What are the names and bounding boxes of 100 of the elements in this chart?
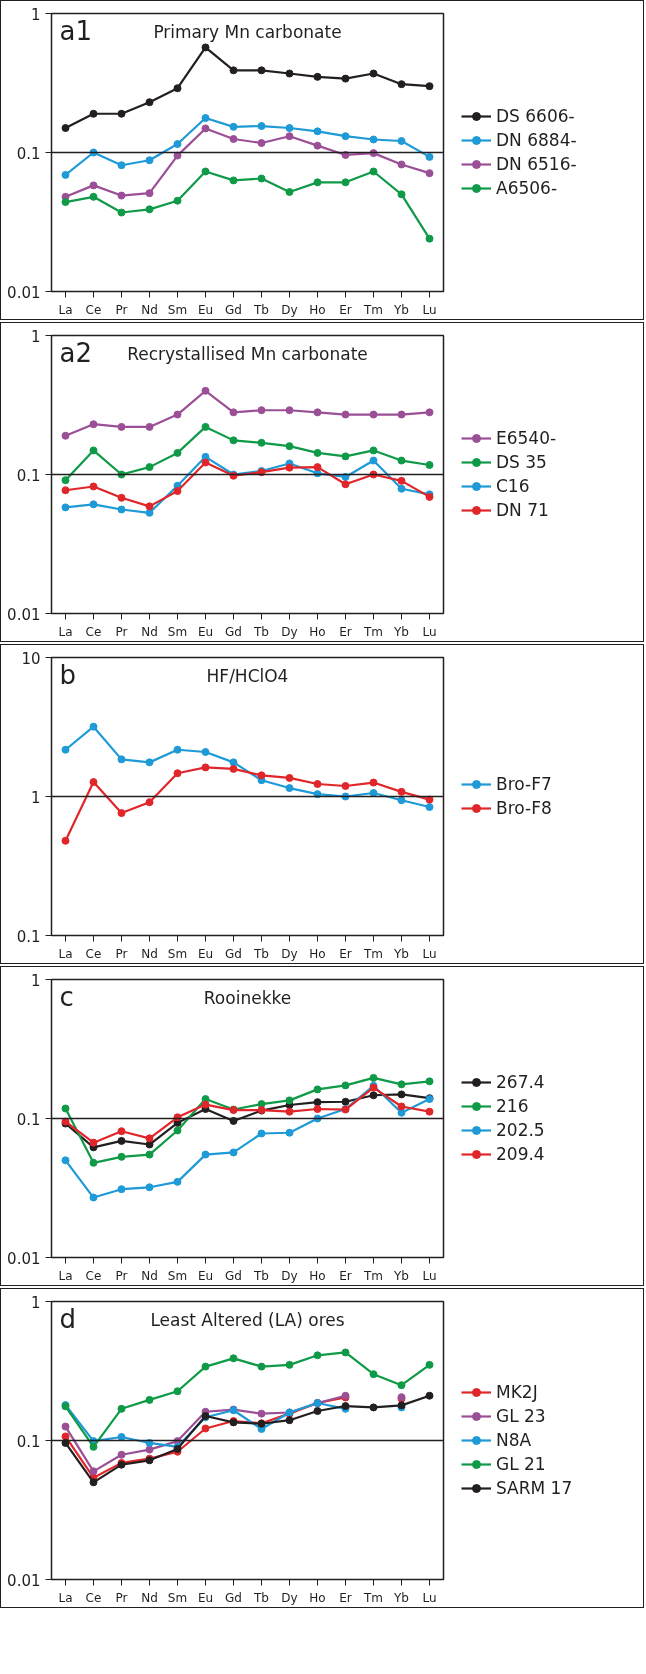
legend-label: DN 6516-: [496, 154, 577, 174]
x-tick-label: Sm: [167, 1590, 188, 1605]
x-tick-label: Gd: [225, 1268, 242, 1283]
x-tick-label: Nd: [141, 624, 158, 639]
y-tick-label: 0.1: [16, 927, 41, 946]
x-tick-label: Tb: [253, 1590, 269, 1605]
x-tick-label: Sm: [167, 624, 188, 639]
x-tick-label: Sm: [167, 946, 188, 961]
legend-label: GL 23: [496, 1406, 546, 1426]
x-tick-label: Lu: [422, 1590, 437, 1605]
legend-label: Bro-F7: [496, 774, 552, 794]
y-tick-label: 0.1: [16, 1110, 41, 1129]
x-tick-label: Ce: [85, 302, 102, 317]
y-tick-label: 1: [30, 5, 41, 24]
x-tick-label: Eu: [197, 1590, 214, 1605]
annotation: a1: [59, 15, 92, 46]
legend-label: 216: [496, 1096, 529, 1116]
annotation: d: [59, 1303, 77, 1334]
legend-label: A6506-: [496, 178, 558, 198]
y-tick-label: 0.01: [7, 283, 41, 302]
x-tick-label: Ce: [85, 1268, 102, 1283]
legend-label: C16: [496, 476, 530, 496]
legend-label: N8A: [496, 1430, 532, 1450]
x-tick-label: Tm: [362, 1590, 384, 1605]
x-tick-label: Lu: [422, 624, 437, 639]
x-tick-label: Eu: [197, 946, 214, 961]
annotation: c: [59, 981, 74, 1012]
x-tick-label: Yb: [393, 624, 409, 639]
text: HF/HClO4: [206, 665, 289, 686]
legend-label: SARM 17: [496, 1478, 573, 1498]
y-tick-label: 0.1: [16, 466, 41, 485]
x-tick-label: Ho: [309, 1590, 326, 1605]
x-tick-label: Yb: [393, 302, 409, 317]
x-tick-label: Ce: [85, 624, 102, 639]
x-tick-label: La: [58, 946, 73, 961]
x-tick-label: Er: [339, 1268, 352, 1283]
x-tick-label: Sm: [167, 1268, 188, 1283]
x-tick-label: Nd: [141, 1268, 158, 1283]
x-tick-label: Pr: [115, 302, 128, 317]
legend-label: 202.5: [496, 1120, 545, 1140]
x-tick-label: La: [58, 624, 73, 639]
y-tick-label: 10: [21, 649, 41, 668]
x-tick-label: Er: [339, 1590, 352, 1605]
x-tick-label: Tm: [362, 946, 384, 961]
x-tick-label: Tm: [362, 624, 384, 639]
x-tick-label: Ho: [309, 1268, 326, 1283]
y-tick-label: 0.01: [7, 605, 41, 624]
legend-label: DN 71: [496, 500, 549, 520]
x-tick-label: Dy: [281, 946, 298, 961]
x-tick-label: Ce: [85, 1590, 102, 1605]
x-tick-label: Tb: [253, 624, 269, 639]
legend-label: Bro-F8: [496, 798, 552, 818]
y-tick-label: 0.01: [7, 1249, 41, 1268]
text: Rooinekke: [203, 987, 292, 1008]
legend-label: DS 6606-: [496, 106, 575, 126]
text: Least Altered (LA) ores: [150, 1309, 345, 1330]
legend-label: 209.4: [496, 1144, 545, 1164]
x-tick-label: Nd: [141, 946, 158, 961]
x-tick-label: Er: [339, 624, 352, 639]
x-tick-label: Gd: [225, 946, 242, 961]
legend-label: E6540-: [496, 428, 557, 448]
annotation: b: [59, 659, 77, 690]
x-tick-label: Eu: [197, 624, 214, 639]
x-tick-label: Dy: [281, 1590, 298, 1605]
x-tick-label: Ho: [309, 302, 326, 317]
x-tick-label: Pr: [115, 946, 128, 961]
x-tick-label: Nd: [141, 302, 158, 317]
x-tick-label: Ho: [309, 624, 326, 639]
y-tick-label: 1: [30, 788, 41, 807]
x-tick-label: Tb: [253, 946, 269, 961]
x-tick-label: Eu: [197, 302, 214, 317]
legend-label: GL 21: [496, 1454, 546, 1474]
x-tick-label: Yb: [393, 1268, 409, 1283]
x-tick-label: Ce: [85, 946, 102, 961]
x-tick-label: La: [58, 1590, 73, 1605]
x-tick-label: Nd: [141, 1590, 158, 1605]
x-tick-label: Tb: [253, 1268, 269, 1283]
x-tick-label: Lu: [422, 946, 437, 961]
text: Recrystallised Mn carbonate: [127, 343, 368, 364]
text: Primary Mn carbonate: [153, 21, 342, 42]
legend-label: MK2J: [496, 1382, 538, 1402]
y-tick-label: 1: [30, 327, 41, 346]
x-tick-label: Tm: [362, 1268, 384, 1283]
x-tick-label: Gd: [225, 624, 242, 639]
x-tick-label: Er: [339, 946, 352, 961]
x-tick-label: Yb: [393, 946, 409, 961]
x-tick-label: Ho: [309, 946, 326, 961]
y-tick-label: 0.1: [16, 1432, 41, 1451]
legend-label: DN 6884-: [496, 130, 577, 150]
x-tick-label: Dy: [281, 1268, 298, 1283]
x-tick-label: Gd: [225, 1590, 242, 1605]
x-tick-label: Er: [339, 302, 352, 317]
x-tick-label: Lu: [422, 1268, 437, 1283]
x-tick-label: Yb: [393, 1590, 409, 1605]
y-tick-label: 0.1: [16, 144, 41, 163]
x-tick-label: Lu: [422, 302, 437, 317]
x-tick-label: Sm: [167, 302, 188, 317]
x-tick-label: Gd: [225, 302, 242, 317]
x-tick-label: Tm: [362, 302, 384, 317]
x-tick-label: Eu: [197, 1268, 214, 1283]
